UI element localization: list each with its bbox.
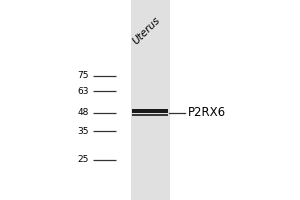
Text: 75: 75 xyxy=(77,72,88,80)
Text: 25: 25 xyxy=(77,156,88,164)
Bar xyxy=(132,114,168,116)
Text: P2RX6: P2RX6 xyxy=(188,106,226,119)
Bar xyxy=(132,109,168,113)
Text: 63: 63 xyxy=(77,86,88,96)
Text: 48: 48 xyxy=(77,108,88,117)
Text: Uterus: Uterus xyxy=(131,15,162,46)
Bar xyxy=(130,0,170,200)
Text: 35: 35 xyxy=(77,127,88,136)
